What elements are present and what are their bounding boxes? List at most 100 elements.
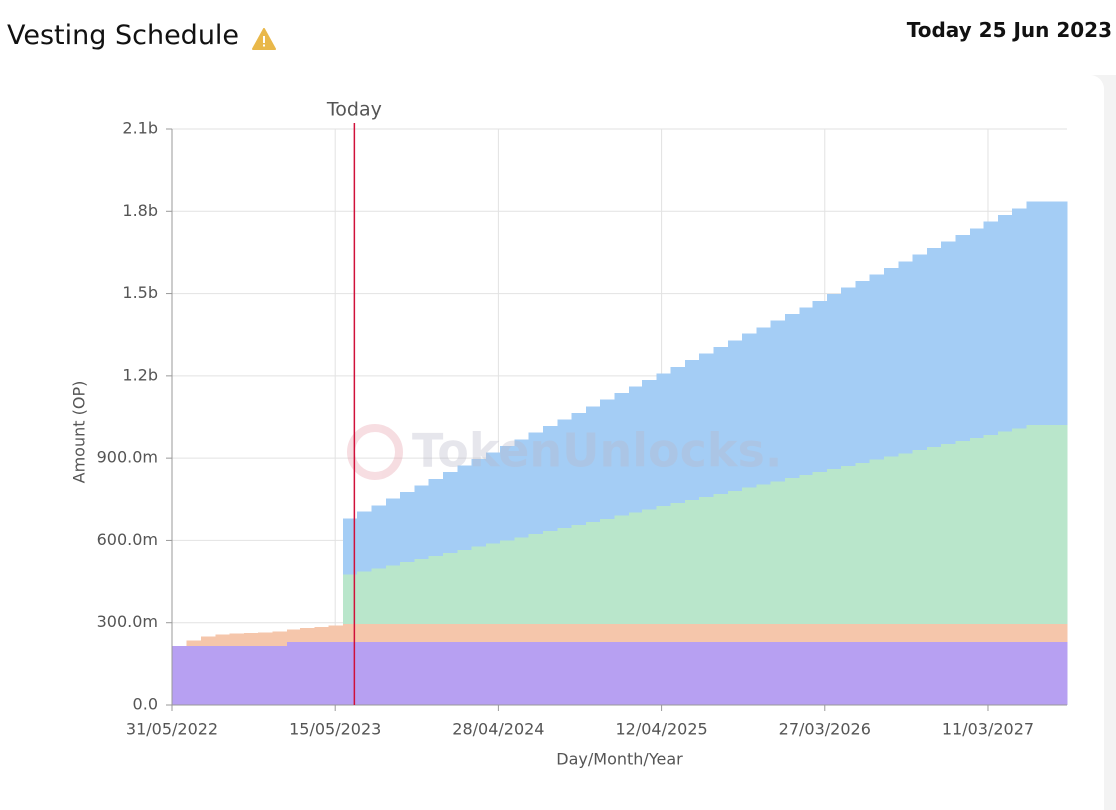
area-step [785, 641, 801, 705]
x-tick-label: 31/05/2022 [126, 720, 218, 739]
area-step [812, 624, 828, 642]
area-step [557, 528, 572, 625]
area-step [713, 624, 729, 642]
area-step [229, 646, 245, 705]
area-step [499, 445, 515, 541]
area-step [727, 641, 743, 705]
area-step [670, 624, 686, 642]
area-step [970, 641, 984, 705]
area-step [927, 641, 942, 705]
area-step [855, 641, 871, 705]
x-tick-label: 28/04/2024 [452, 720, 544, 739]
page-title: Vesting Schedule [7, 20, 240, 51]
area-step [641, 641, 657, 705]
area-step [827, 468, 842, 625]
area-step [841, 287, 857, 466]
area-step [756, 327, 772, 485]
area-step [585, 624, 601, 642]
area-step [884, 641, 900, 705]
y-axis-title: Amount (OP) [70, 381, 89, 484]
area-step [727, 490, 743, 625]
area-step [912, 641, 928, 705]
area-step [244, 646, 259, 705]
area-step [514, 641, 529, 705]
area-step [485, 641, 501, 705]
area-step [884, 267, 900, 457]
y-tick-label: 2.1b [122, 119, 158, 138]
area-step [770, 320, 786, 482]
area-step [585, 406, 601, 522]
area-step [799, 475, 814, 625]
area-step [742, 487, 758, 625]
area-step [855, 281, 871, 463]
area-step [386, 565, 401, 625]
area-step [641, 379, 657, 510]
area-step [357, 511, 373, 572]
area-step [641, 509, 657, 625]
area-step [542, 531, 558, 625]
area-step [272, 631, 288, 647]
watermark-text: TokenUnlocks. [412, 424, 782, 478]
area-step [855, 624, 871, 642]
area-step [785, 478, 801, 625]
area-step [799, 641, 814, 705]
area-step [1040, 425, 1056, 625]
watermark: TokenUnlocks. [347, 424, 782, 480]
area-step [955, 234, 971, 441]
area-step [272, 646, 288, 705]
area-step [670, 503, 686, 625]
area-step [1040, 201, 1056, 426]
area-step [1026, 425, 1041, 625]
area-step [656, 506, 671, 625]
area-step [970, 437, 984, 625]
area-step [841, 465, 857, 625]
area-step [428, 624, 444, 642]
area-step [557, 641, 572, 705]
x-tick-label: 15/05/2023 [289, 720, 381, 739]
area-step [614, 641, 630, 705]
area-step [457, 465, 472, 550]
area-step [713, 347, 729, 494]
area-step [471, 546, 487, 625]
area-step [898, 641, 914, 705]
area-step [200, 636, 216, 647]
area-step [927, 248, 942, 448]
area-step [414, 485, 430, 560]
area-step [785, 624, 801, 642]
area-step [941, 444, 957, 625]
area-step [258, 632, 274, 647]
area-step [927, 447, 942, 625]
area-step [1011, 641, 1027, 705]
area-step [955, 624, 971, 642]
area-step [528, 641, 544, 705]
area-step [756, 624, 772, 642]
area-step [571, 412, 587, 525]
area-step [229, 633, 245, 647]
area-step [1011, 428, 1027, 625]
area-step [428, 478, 444, 557]
area-step [855, 462, 871, 625]
area-step [328, 625, 344, 642]
area-step [912, 450, 928, 625]
area-step [400, 624, 416, 642]
area-step [614, 515, 630, 625]
area-step [514, 439, 529, 538]
area-step [656, 641, 671, 705]
area-step [799, 624, 814, 642]
area-step [656, 373, 671, 507]
area-step [1026, 624, 1041, 642]
area-step [343, 518, 358, 575]
area-step [670, 641, 686, 705]
area-step [314, 641, 330, 705]
area-step [941, 624, 957, 642]
area-step [599, 624, 615, 642]
area-step [955, 440, 971, 625]
area-step [528, 624, 544, 642]
x-tick-label: 11/03/2027 [942, 720, 1034, 739]
area-step [528, 432, 544, 535]
area-step [742, 333, 758, 488]
area-step [827, 624, 842, 642]
area-step [343, 574, 358, 625]
area-step [400, 491, 416, 563]
